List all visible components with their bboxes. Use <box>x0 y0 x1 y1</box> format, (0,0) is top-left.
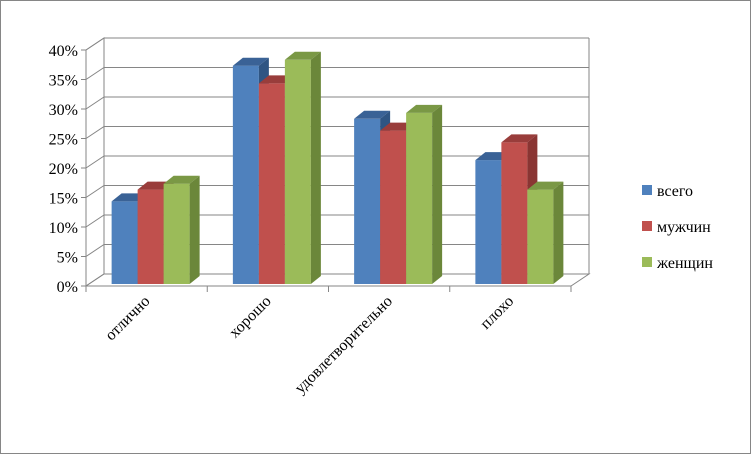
legend-item: всего <box>642 183 693 200</box>
bar-front <box>232 65 259 284</box>
gridline <box>85 37 589 51</box>
category-label: плохо <box>477 293 517 333</box>
legend-label: мужчин <box>657 219 711 236</box>
bar <box>284 51 321 284</box>
bar <box>501 134 538 284</box>
legend: всего мужчин женщин <box>642 183 713 272</box>
y-tick-label: 20% <box>49 161 78 178</box>
legend-item: мужчин <box>642 219 711 236</box>
bars <box>111 51 564 285</box>
y-tick-label: 35% <box>49 73 78 90</box>
bar-side <box>432 104 443 285</box>
gridline <box>85 67 589 80</box>
y-tick-label: 30% <box>49 102 78 119</box>
bar-top <box>354 110 391 119</box>
bar-front <box>354 118 381 284</box>
legend-label: женщин <box>656 255 713 272</box>
bar-top <box>284 51 321 60</box>
y-tick-label: 0% <box>57 279 78 296</box>
bar-front <box>527 189 554 284</box>
bar-front <box>258 83 285 285</box>
bar-front <box>475 160 502 284</box>
bar-top <box>501 134 538 143</box>
bar <box>527 181 564 284</box>
y-tick-label: 10% <box>49 220 78 237</box>
bar-front <box>284 59 311 284</box>
bar-front <box>137 189 164 284</box>
legend-item: женщин <box>642 255 713 272</box>
x-axis: отлично хорошо удовлетворительно плохо <box>85 285 572 397</box>
bar-top <box>163 175 200 184</box>
y-tick-label: 25% <box>49 132 78 149</box>
bar-top <box>527 181 564 190</box>
legend-label: всего <box>657 183 693 200</box>
category-label: хорошо <box>226 293 275 342</box>
y-tick-label: 5% <box>57 250 78 267</box>
legend-swatch <box>642 185 652 195</box>
bar-front <box>406 112 433 285</box>
bar-side <box>189 175 200 284</box>
category-label: отлично <box>102 293 153 344</box>
bar-front <box>163 183 190 284</box>
y-tick-label: 15% <box>49 191 78 208</box>
bar-front <box>111 201 138 284</box>
category-label: удовлетворительно <box>292 293 396 397</box>
bar-side <box>310 51 321 284</box>
legend-swatch <box>642 221 652 231</box>
bar <box>406 104 443 285</box>
bar <box>163 175 200 284</box>
legend-swatch <box>642 257 652 267</box>
bar-top <box>406 104 443 113</box>
bar-side <box>553 181 564 284</box>
bar-front <box>380 130 407 284</box>
bar-front <box>501 142 528 284</box>
y-tick-label: 40% <box>49 43 78 60</box>
y-axis: 0% 5% 10% 15% 20% 25% 30% 35% 40% <box>49 43 87 296</box>
bar-top <box>232 57 269 66</box>
gridline <box>85 96 589 110</box>
